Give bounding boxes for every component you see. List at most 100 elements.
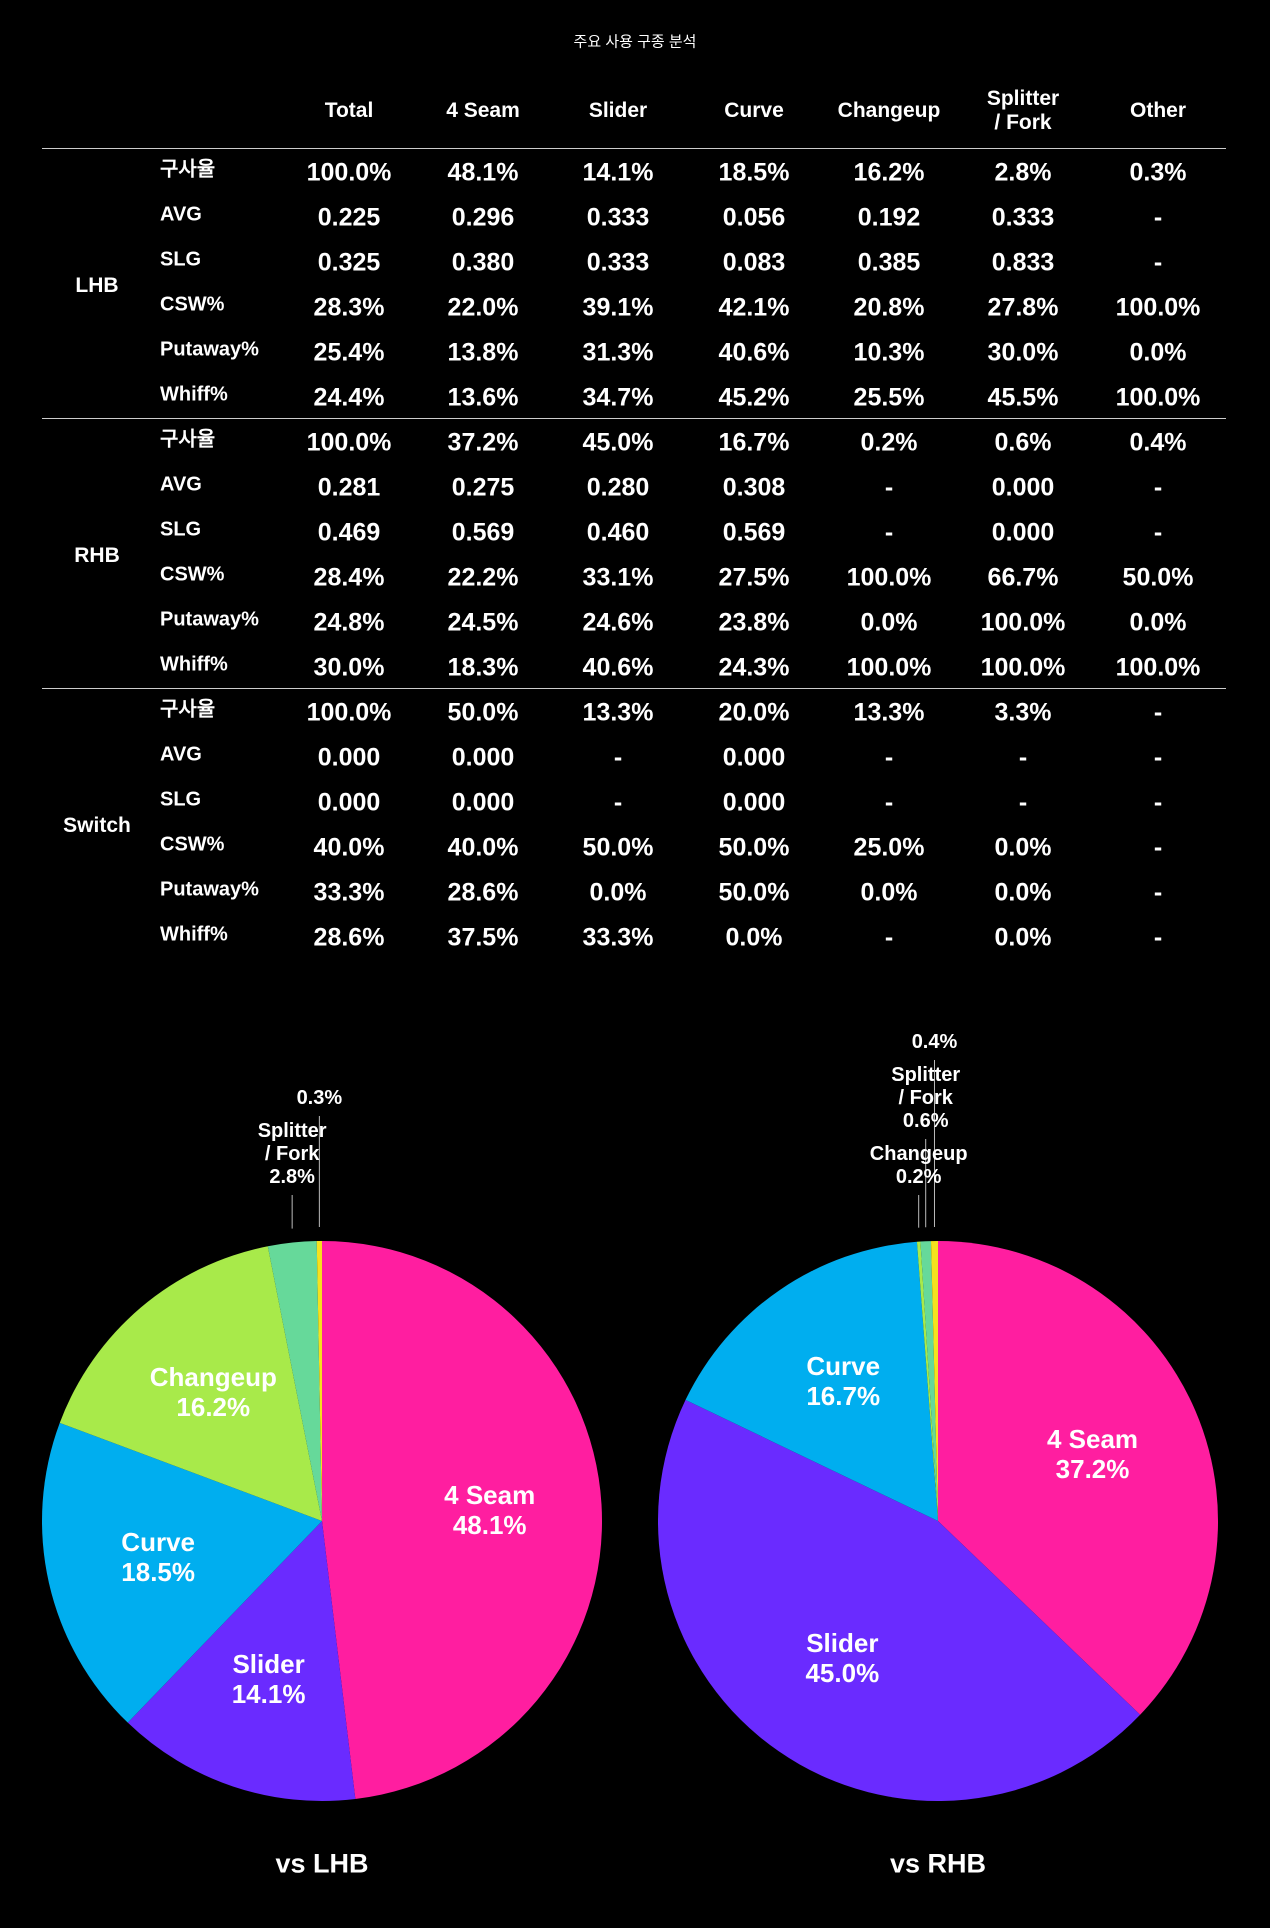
- slice-value: 37.2%: [1055, 1454, 1130, 1485]
- slice-value: 0.3%: [296, 1087, 343, 1109]
- cell: 3.3%: [994, 698, 1052, 727]
- cell: -: [1153, 203, 1163, 232]
- cell: 45.2%: [718, 383, 790, 412]
- row-label: AVG: [160, 743, 202, 766]
- slice-name: Curve: [121, 1527, 196, 1558]
- cell: 100.0%: [846, 563, 932, 592]
- column-header: Slider: [588, 98, 648, 122]
- cell: -: [884, 473, 894, 502]
- cell: 24.5%: [447, 608, 519, 637]
- cell: 13.3%: [853, 698, 925, 727]
- cell: 0.056: [722, 203, 786, 232]
- cell: 0.4%: [1129, 428, 1187, 457]
- cell: 34.7%: [582, 383, 654, 412]
- cell: 100.0%: [306, 698, 392, 727]
- cell: 33.3%: [313, 878, 385, 907]
- cell: 24.8%: [313, 608, 385, 637]
- pie-slice: [916, 1241, 938, 1521]
- cell: 0.0%: [589, 878, 647, 907]
- cell: -: [884, 788, 894, 817]
- group-label: RHB: [74, 543, 120, 567]
- cell: -: [613, 788, 623, 817]
- cell: 0.000: [451, 788, 515, 817]
- slice-label: Changeup 0.2%: [870, 1143, 968, 1189]
- cell: -: [1153, 473, 1163, 502]
- slice-value: 45.0%: [805, 1658, 880, 1689]
- cell: 100.0%: [846, 653, 932, 682]
- cell: 0.0%: [860, 878, 918, 907]
- cell: 0.569: [722, 518, 786, 547]
- cell: 24.4%: [313, 383, 385, 412]
- slice-name: 4 Seam: [1046, 1424, 1139, 1455]
- cell: 0.280: [586, 473, 650, 502]
- column-header: Changeup: [837, 98, 941, 122]
- row-label: SLG: [160, 788, 202, 811]
- cell: -: [1153, 248, 1163, 277]
- cell: 40.6%: [718, 338, 790, 367]
- separator: [42, 148, 1226, 149]
- row-label: Whiff%: [160, 383, 228, 406]
- slice-value: 18.5%: [121, 1557, 196, 1588]
- pie-slice: [59, 1246, 323, 1521]
- cell: 50.0%: [718, 833, 790, 862]
- cell: 14.1%: [582, 158, 654, 187]
- cell: 24.3%: [718, 653, 790, 682]
- cell: 40.6%: [582, 653, 654, 682]
- slice-name: Curve: [806, 1351, 881, 1382]
- cell: 0.380: [451, 248, 515, 277]
- cell: 13.6%: [447, 383, 519, 412]
- cell: 0.000: [451, 743, 515, 772]
- cell: 25.5%: [853, 383, 925, 412]
- slice-name: Splitter / Fork: [891, 1064, 961, 1109]
- cell: 0.333: [586, 248, 650, 277]
- group-label: Switch: [63, 813, 131, 837]
- cell: 37.5%: [447, 923, 519, 952]
- cell: 27.8%: [987, 293, 1059, 322]
- cell: 0.3%: [1129, 158, 1187, 187]
- pie-slice: [938, 1241, 1219, 1715]
- cell: 28.3%: [313, 293, 385, 322]
- cell: 30.0%: [987, 338, 1059, 367]
- row-label: SLG: [160, 248, 202, 271]
- cell: 0.333: [991, 203, 1055, 232]
- row-label: CSW%: [160, 833, 225, 856]
- cell: 13.8%: [447, 338, 519, 367]
- cell: -: [884, 743, 894, 772]
- slice-label: Curve 16.7%: [806, 1351, 881, 1412]
- cell: 18.3%: [447, 653, 519, 682]
- cell: -: [884, 518, 894, 547]
- cell: 45.0%: [582, 428, 654, 457]
- cell: 0.000: [991, 473, 1055, 502]
- slice-label: Slider 45.0%: [805, 1628, 880, 1689]
- cell: -: [1153, 788, 1163, 817]
- cell: 100.0%: [1115, 653, 1201, 682]
- cell: 39.1%: [582, 293, 654, 322]
- column-header: 4 Seam: [446, 98, 520, 122]
- cell: -: [1153, 518, 1163, 547]
- cell: 0.192: [857, 203, 921, 232]
- cell: 0.0%: [994, 833, 1052, 862]
- row-label: Putaway%: [160, 878, 259, 901]
- column-header: Other: [1129, 98, 1187, 122]
- slice-name: 4 Seam: [444, 1480, 536, 1511]
- slice-name: Slider: [232, 1649, 305, 1680]
- cell: 50.0%: [582, 833, 654, 862]
- cell: 22.2%: [447, 563, 519, 592]
- cell: 50.0%: [718, 878, 790, 907]
- cell: 33.3%: [582, 923, 654, 952]
- page-title: 주요 사용 구종 분석: [573, 33, 697, 51]
- cell: 100.0%: [306, 158, 392, 187]
- row-label: 구사율: [160, 158, 216, 181]
- cell: 0.325: [317, 248, 381, 277]
- row-label: 구사율: [160, 428, 216, 451]
- cell: 27.5%: [718, 563, 790, 592]
- cell: 20.0%: [718, 698, 790, 727]
- cell: 0.000: [722, 743, 786, 772]
- separator: [42, 418, 1226, 419]
- column-header: Total: [324, 98, 374, 122]
- slice-value: 16.2%: [176, 1391, 251, 1422]
- cell: 37.2%: [447, 428, 519, 457]
- slice-label: 4 Seam 48.1%: [444, 1480, 536, 1541]
- cell: 48.1%: [447, 158, 519, 187]
- cell: 0.0%: [994, 923, 1052, 952]
